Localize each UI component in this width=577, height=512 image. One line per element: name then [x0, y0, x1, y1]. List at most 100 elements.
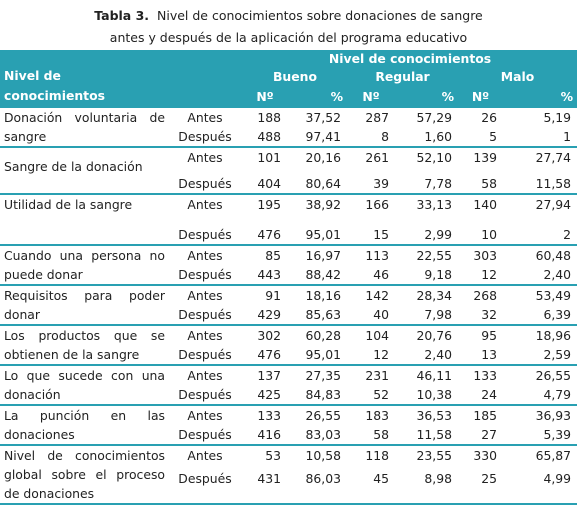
- malo-n-cell: 330: [458, 443, 503, 470]
- malo-pct-cell: 5,39: [543, 427, 572, 442]
- header-nivel: Nivel de conocimientos: [0, 50, 243, 107]
- table-row: Después 404 80,64 39 7,78 58 11,58: [0, 174, 577, 194]
- malo-n-cell: 12: [481, 267, 497, 282]
- malo-pct-cell: 2: [563, 227, 572, 242]
- regular-n-cell: 261: [347, 146, 395, 174]
- row-label: Cuando una persona no puede donar: [0, 244, 167, 285]
- table-row: Requisitos para poder donar Antes 91 18,16 1…: [0, 284, 577, 325]
- row-when: Después: [178, 129, 232, 144]
- bueno-pct-cell: 18,16: [287, 284, 347, 305]
- table-row: Lo que sucede con una donación Antes 137 27…: [0, 364, 577, 405]
- malo-pct-cell: 26,55: [503, 364, 577, 385]
- bueno-pct-cell: 10,58: [287, 443, 347, 470]
- row-when: Después: [178, 347, 232, 362]
- malo-pct-cell: 36,93: [503, 404, 577, 425]
- bueno-pct-cell: 88,42: [305, 267, 341, 282]
- malo-pct-cell: 27,74: [503, 146, 577, 174]
- malo-n-cell: 133: [458, 364, 503, 385]
- row-when: Después: [178, 176, 232, 191]
- bueno-pct-cell: 20,16: [287, 146, 347, 174]
- table-row: Sangre de la donación Antes 101 20,16 261 52,…: [0, 146, 577, 194]
- bueno-n-cell: 416: [257, 427, 281, 442]
- row-when: Después: [178, 227, 232, 242]
- table-row: Los productos que se obtienen de la sang…: [0, 324, 577, 365]
- table-row: Después 443 88,42 46 9,18 12 2,40: [0, 265, 577, 285]
- bueno-pct-cell: 83,03: [305, 427, 341, 442]
- malo-pct-cell: 53,49: [503, 284, 577, 305]
- regular-pct-cell: 2,40: [424, 347, 452, 362]
- header-bueno-n: Nº: [243, 86, 287, 107]
- regular-n-cell: 15: [373, 227, 389, 242]
- regular-n-cell: 52: [373, 387, 389, 402]
- header-malo-n: Nº: [458, 86, 503, 107]
- malo-pct-cell: 27,94: [503, 193, 577, 225]
- malo-pct-cell: 2,59: [543, 347, 572, 362]
- regular-n-cell: 46: [373, 267, 389, 282]
- bueno-n-cell: 53: [243, 443, 287, 470]
- regular-pct-cell: 8,98: [395, 469, 458, 505]
- bueno-pct-cell: 95,01: [305, 347, 341, 362]
- row-when: Antes: [167, 364, 243, 385]
- bueno-pct-cell: 37,52: [287, 106, 347, 127]
- bueno-pct-cell: 80,64: [305, 176, 341, 191]
- table-row: Después 476 95,01 15 2,99 10 2: [0, 225, 577, 245]
- bueno-n-cell: 101: [243, 146, 287, 174]
- malo-pct-cell: 4,99: [503, 469, 577, 505]
- row-when: Antes: [167, 193, 243, 225]
- caption-title-1: Nivel de conocimientos sobre donaciones …: [157, 8, 483, 23]
- table-caption: Tabla 3. Nivel de conocimientos sobre do…: [0, 0, 577, 50]
- table-row: Después 416 83,03 58 11,58 27 5,39: [0, 425, 577, 445]
- bueno-n-cell: 91: [243, 284, 287, 305]
- table-row: Cuando una persona no puede donar Antes 85…: [0, 244, 577, 285]
- table-row: La punción en las donaciones Antes 133 26,5…: [0, 404, 577, 445]
- bueno-pct-cell: 16,97: [287, 244, 347, 265]
- malo-n-cell: 58: [481, 176, 497, 191]
- row-when: Después: [167, 469, 243, 505]
- row-label: Nivel de conocimientos global sobre el p…: [0, 444, 167, 505]
- malo-pct-cell: 2,40: [543, 267, 572, 282]
- bueno-n-cell: 443: [257, 267, 281, 282]
- header-regular-n: Nº: [347, 86, 395, 107]
- malo-n-cell: 13: [481, 347, 497, 362]
- malo-n-cell: 25: [458, 469, 503, 505]
- malo-n-cell: 32: [481, 307, 497, 322]
- bueno-pct-cell: 38,92: [287, 193, 347, 225]
- bueno-pct-cell: 26,55: [287, 404, 347, 425]
- regular-pct-cell: 36,53: [395, 404, 458, 425]
- regular-n-cell: 118: [347, 443, 395, 470]
- table-row: Después 425 84,83 52 10,38 24 4,79: [0, 385, 577, 405]
- row-label: Requisitos para poder donar: [0, 284, 167, 325]
- table-header: Nivel de conocimientos Nivel de conocimi…: [0, 50, 577, 107]
- table-row: Después 488 97,41 8 1,60 5 1: [0, 127, 577, 147]
- regular-n-cell: 8: [381, 129, 389, 144]
- header-malo-pct: %: [503, 86, 577, 107]
- header-regular: Regular: [347, 66, 458, 86]
- bueno-pct-cell: 95,01: [305, 227, 341, 242]
- bueno-pct-cell: 85,63: [305, 307, 341, 322]
- malo-n-cell: 10: [481, 227, 497, 242]
- regular-pct-cell: 23,55: [395, 443, 458, 470]
- row-when: Antes: [167, 244, 243, 265]
- malo-pct-cell: 65,87: [503, 443, 577, 470]
- row-when: Después: [178, 307, 232, 322]
- malo-pct-cell: 1: [563, 129, 572, 144]
- regular-n-cell: 45: [347, 469, 395, 505]
- regular-pct-cell: 28,34: [395, 284, 458, 305]
- row-label: La punción en las donaciones: [0, 404, 167, 445]
- bueno-n-cell: 488: [257, 129, 281, 144]
- malo-pct-cell: 18,96: [503, 324, 577, 345]
- bueno-n-cell: 404: [257, 176, 281, 191]
- bueno-pct-cell: 84,83: [305, 387, 341, 402]
- malo-pct-cell: 4,79: [543, 387, 572, 402]
- regular-n-cell: 12: [373, 347, 389, 362]
- header-malo: Malo: [458, 66, 577, 86]
- regular-n-cell: 142: [347, 284, 395, 305]
- regular-pct-cell: 7,78: [424, 176, 452, 191]
- bueno-pct-cell: 60,28: [287, 324, 347, 345]
- malo-n-cell: 26: [458, 106, 503, 127]
- malo-pct-cell: 6,39: [543, 307, 572, 322]
- table-row: Después 431 86,03 45 8,98 25 4,99: [0, 469, 577, 505]
- bueno-n-cell: 133: [243, 404, 287, 425]
- bueno-n-cell: 188: [243, 106, 287, 127]
- header-regular-pct: %: [395, 86, 458, 107]
